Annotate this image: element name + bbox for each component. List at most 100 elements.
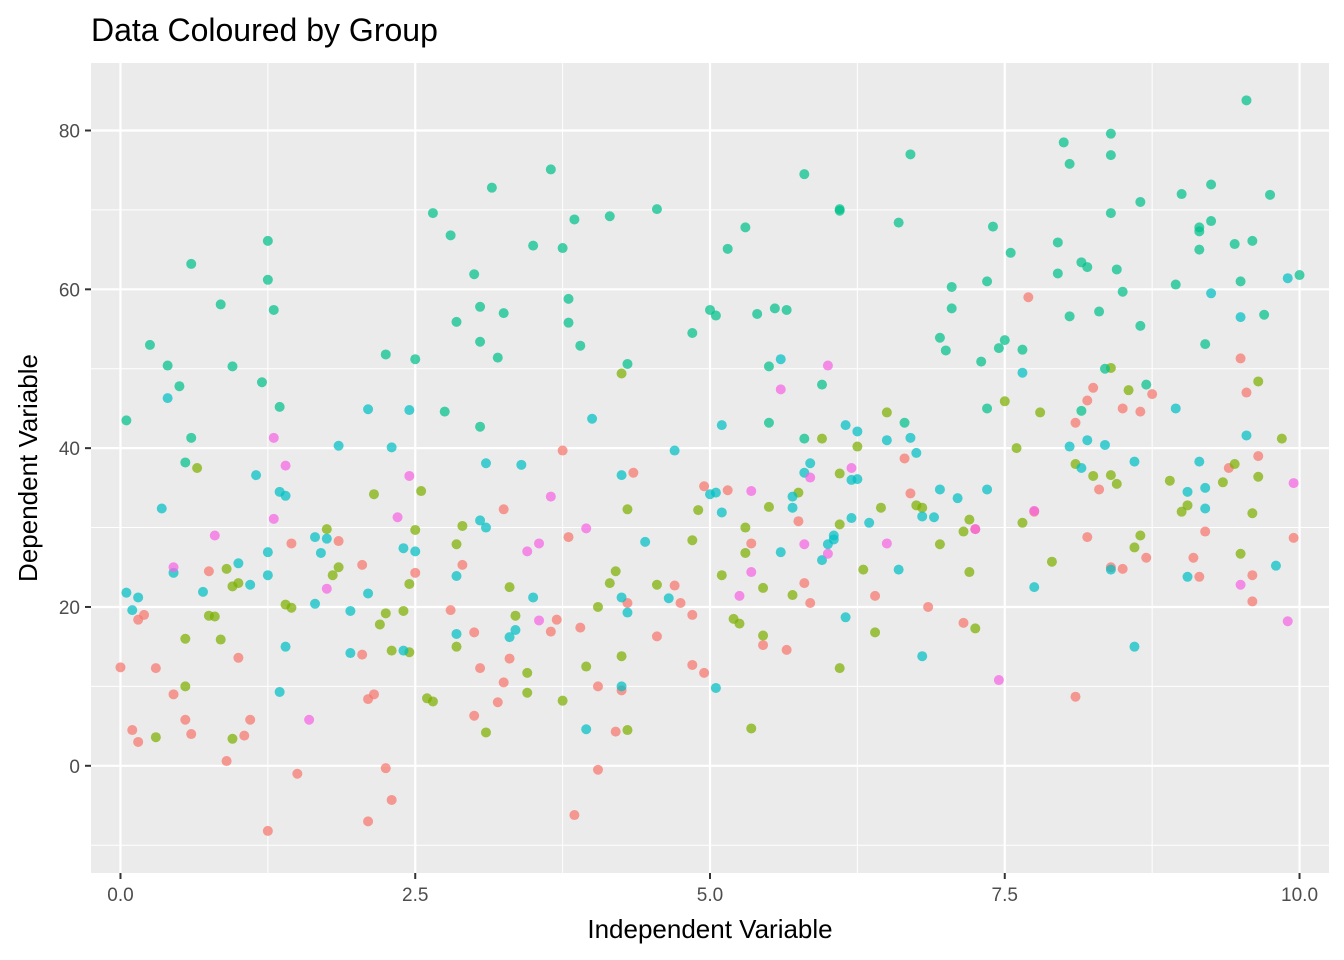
data-point — [480, 522, 491, 533]
data-point — [958, 617, 969, 628]
data-point — [616, 651, 627, 662]
data-point — [451, 641, 462, 652]
data-point — [451, 628, 462, 639]
data-point — [592, 681, 603, 692]
data-point — [1247, 508, 1258, 519]
data-point — [669, 580, 680, 591]
data-point — [404, 405, 415, 416]
data-point — [716, 507, 727, 518]
data-point — [274, 686, 285, 697]
y-tick-label: 40 — [59, 439, 80, 460]
data-point — [133, 592, 144, 603]
data-point — [604, 211, 615, 222]
data-point — [581, 724, 592, 735]
data-point — [622, 504, 633, 515]
data-point — [610, 726, 621, 737]
data-point — [923, 601, 934, 612]
data-point — [345, 605, 356, 616]
data-point — [1135, 196, 1146, 207]
data-point — [1188, 552, 1199, 563]
data-point — [121, 587, 132, 598]
data-point — [1011, 443, 1022, 454]
data-point — [787, 491, 798, 502]
data-point — [1241, 430, 1252, 441]
data-point — [699, 481, 710, 492]
data-point — [280, 490, 291, 501]
data-point — [663, 593, 674, 604]
data-point — [822, 360, 833, 371]
data-point — [286, 602, 297, 613]
data-point — [262, 235, 273, 246]
data-point — [439, 406, 450, 417]
data-point — [710, 487, 721, 498]
data-point — [1117, 403, 1128, 414]
data-point — [486, 182, 497, 193]
data-point — [262, 274, 273, 285]
data-point — [522, 687, 533, 698]
data-point — [1194, 456, 1205, 467]
data-point — [1182, 571, 1193, 582]
data-point — [1082, 262, 1093, 273]
data-point — [622, 358, 633, 369]
data-point — [1200, 482, 1211, 493]
data-point — [215, 299, 226, 310]
data-point — [1070, 417, 1081, 428]
data-point — [1082, 435, 1093, 446]
data-point — [610, 566, 621, 577]
data-point — [150, 663, 161, 674]
data-point — [793, 516, 804, 527]
data-point — [221, 756, 232, 767]
data-point — [1253, 451, 1264, 462]
data-point — [1105, 150, 1116, 161]
data-point — [722, 485, 733, 496]
data-point — [168, 689, 179, 700]
data-point — [310, 532, 321, 543]
data-point — [622, 725, 633, 736]
data-point — [1200, 526, 1211, 537]
data-point — [628, 467, 639, 478]
data-point — [469, 710, 480, 721]
data-point — [758, 582, 769, 593]
data-point — [457, 520, 468, 531]
data-point — [475, 336, 486, 347]
data-point — [451, 316, 462, 327]
data-point — [209, 530, 220, 541]
data-point — [616, 470, 627, 481]
data-point — [357, 559, 368, 570]
data-point — [1094, 484, 1105, 495]
data-point — [592, 601, 603, 612]
data-point — [504, 632, 515, 643]
data-point — [1229, 239, 1240, 250]
data-point — [345, 648, 356, 659]
data-point — [899, 453, 910, 464]
data-point — [1029, 582, 1040, 593]
data-point — [492, 697, 503, 708]
data-point — [604, 578, 615, 589]
x-tick-label: 7.5 — [992, 885, 1018, 906]
data-point — [946, 303, 957, 314]
data-point — [445, 605, 456, 616]
data-point — [1206, 216, 1217, 227]
data-point — [451, 571, 462, 581]
data-point — [1182, 500, 1193, 511]
data-point — [286, 538, 297, 549]
data-point — [758, 640, 769, 651]
data-point — [982, 276, 993, 287]
data-point — [675, 598, 686, 608]
data-point — [970, 623, 981, 634]
data-point — [198, 586, 209, 597]
data-point — [852, 474, 863, 485]
data-point — [746, 538, 757, 549]
data-point — [1046, 556, 1057, 567]
data-point — [805, 472, 816, 483]
data-point — [964, 567, 975, 578]
x-axis-title: Independent Variable — [587, 914, 832, 944]
data-point — [186, 258, 197, 269]
data-point — [233, 558, 244, 569]
data-point — [993, 343, 1004, 354]
data-point — [581, 523, 592, 534]
data-point — [964, 514, 975, 525]
data-point — [1141, 552, 1152, 563]
data-point — [1099, 363, 1110, 374]
data-point — [929, 512, 940, 523]
